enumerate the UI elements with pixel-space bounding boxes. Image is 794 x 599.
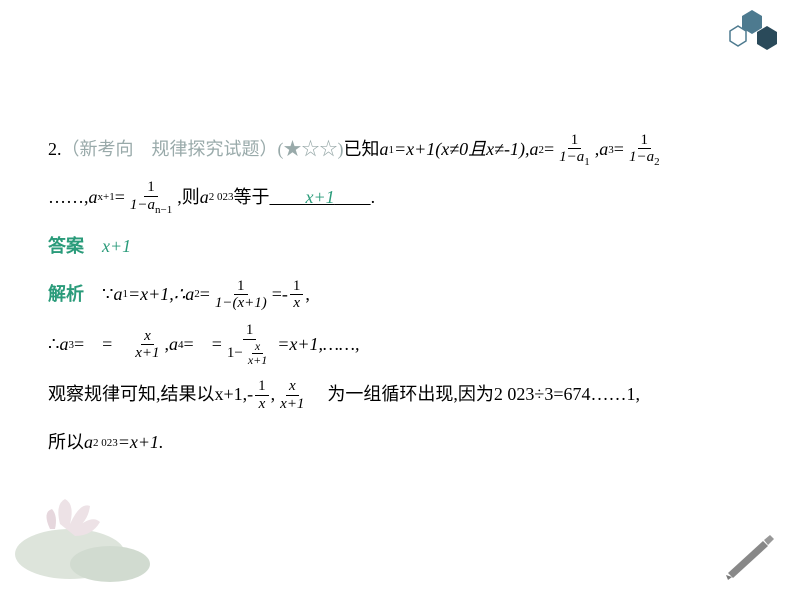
slide-content: 2. （新考向 规律探究试题）(★☆☆) 已知 a1 =x+1(x≠0且x≠-1… [0,0,794,490]
period: . [371,178,376,218]
e-frac6: xx+1 [277,378,307,412]
a1: a [380,130,389,170]
e-frac1: 11−(x+1) [212,278,270,312]
because1: ∵ [102,275,113,315]
answer-label: 答案 [48,227,84,267]
lotus-decoration [0,454,200,594]
a3-eq: = [614,130,624,170]
hex-decoration [712,8,782,61]
pen-decoration [718,531,778,586]
e-a1v: =x+1,∴ [128,275,185,315]
e-e3b: = [102,325,112,365]
an-sub: x+1 [98,185,115,209]
big-frac: 1 1−xx+1 [224,322,275,367]
answer-row: 答案 x+1 [48,227,746,267]
l3b-text: 为一组循环出现,因为2 023÷3=674……1, [309,375,640,415]
sp2 [112,325,130,365]
a2023-sub: 2 023 [209,185,234,209]
blank: x+1 [269,178,370,218]
explain-line1: 解析 ∵ a1 =x+1,∴ a2 = 11−(x+1) = - 1x , [48,275,746,315]
e-c: , [305,275,310,315]
explain-line2: ∴ a3 = = xx+1 , a4 = = 1 1−xx+1 =x+1,……, [48,322,746,367]
e-res: =x+1,……, [277,325,359,365]
an-eq: = [115,178,125,218]
e-neg: - [282,275,288,315]
e-frac3: xx+1 [132,328,162,362]
sp3 [194,325,212,365]
a2023: a [200,178,209,218]
question-line1: 2. （新考向 规律探究试题）(★☆☆) 已知 a1 =x+1(x≠0且x≠-1… [48,130,746,170]
q-tag: （新考向 规律探究试题）(★☆☆) [62,130,344,170]
therefore1: ∴ [48,325,59,365]
e-gap: = [272,275,282,315]
a2-eq: = [544,130,554,170]
e-a4: a [169,325,178,365]
frac-3: 11−an−1 [127,179,175,216]
e-a3: a [59,325,68,365]
e-eq: = [200,275,210,315]
e-c3: , [271,375,276,415]
eq-text: 等于 [233,178,269,218]
e-e4b: = [212,325,222,365]
e-e4: = [184,325,194,365]
q-number: 2. [48,130,62,170]
q-pre: 已知 [344,130,380,170]
question-line2: ……, ax+1 = 11−an−1 ,则 a2 023 等于 x+1 . [48,178,746,218]
frac-2: 11−a2 [626,132,663,169]
e-frac5: 1x [255,378,269,412]
e-frac2: 1x [290,278,304,312]
l3-text: 观察规律可知,结果以x+1,- [48,375,253,415]
e-a2: a [185,275,194,315]
sp1 [84,325,102,365]
e-afs: 2 023 [93,431,118,455]
a1-eq: =x+1(x≠0且x≠-1), [394,130,530,170]
frac-1: 11−a1 [556,132,593,169]
e-e3: = [74,325,84,365]
explain-label: 解析 [48,275,84,315]
explain-line3: 观察规律可知,结果以x+1,- 1x , xx+1 为一组循环出现,因为2 02… [48,375,746,415]
a3: a [599,130,608,170]
e-a1: a [113,275,122,315]
an: a [89,178,98,218]
dots: ……, [48,178,89,218]
then: ,则 [177,178,200,218]
blank-answer: x+1 [305,187,334,207]
answer-value: x+1 [102,227,131,267]
a2: a [530,130,539,170]
